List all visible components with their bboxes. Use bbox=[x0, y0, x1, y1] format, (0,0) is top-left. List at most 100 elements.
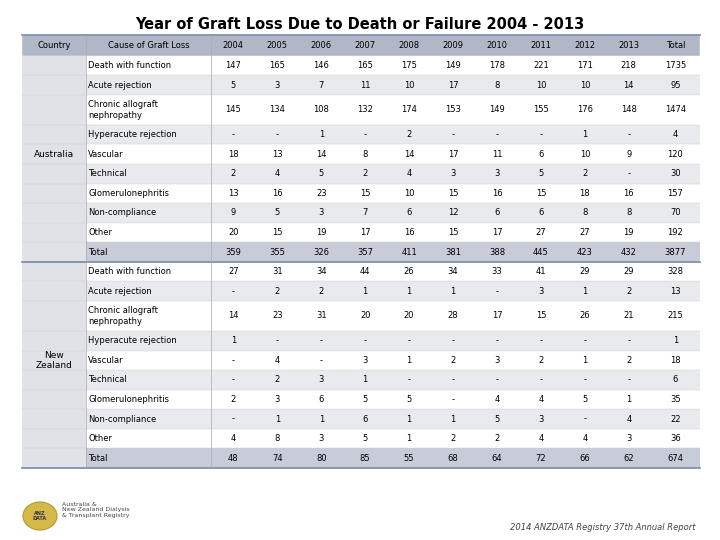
Text: 14: 14 bbox=[624, 80, 634, 90]
Text: -: - bbox=[364, 336, 366, 345]
Text: 4: 4 bbox=[407, 169, 412, 178]
Text: 3: 3 bbox=[495, 169, 500, 178]
Text: 176: 176 bbox=[577, 105, 593, 114]
Bar bbox=[86, 164, 700, 184]
Text: 2004: 2004 bbox=[223, 41, 244, 50]
Text: 34: 34 bbox=[448, 267, 459, 276]
Text: 16: 16 bbox=[624, 189, 634, 198]
Text: 153: 153 bbox=[445, 105, 461, 114]
Text: 10: 10 bbox=[404, 189, 414, 198]
Text: 157: 157 bbox=[667, 189, 683, 198]
Text: 64: 64 bbox=[492, 454, 503, 463]
Bar bbox=[22, 56, 86, 262]
Text: Technical: Technical bbox=[89, 169, 127, 178]
Text: 9: 9 bbox=[626, 150, 631, 159]
Text: 17: 17 bbox=[448, 80, 459, 90]
Text: -: - bbox=[364, 130, 366, 139]
Text: 2: 2 bbox=[626, 287, 631, 296]
Text: 6: 6 bbox=[539, 208, 544, 218]
Text: Non-compliance: Non-compliance bbox=[89, 415, 157, 423]
Text: 29: 29 bbox=[580, 267, 590, 276]
Text: Country: Country bbox=[37, 41, 71, 50]
Text: 6: 6 bbox=[672, 375, 678, 384]
Text: 95: 95 bbox=[670, 80, 680, 90]
Text: 1: 1 bbox=[582, 130, 588, 139]
Bar bbox=[86, 390, 700, 409]
Text: -: - bbox=[583, 336, 586, 345]
Text: -: - bbox=[539, 130, 542, 139]
Text: Glomerulonephritis: Glomerulonephritis bbox=[89, 189, 169, 198]
Text: 16: 16 bbox=[404, 228, 415, 237]
Text: 108: 108 bbox=[313, 105, 329, 114]
Text: 381: 381 bbox=[445, 247, 461, 256]
Text: 359: 359 bbox=[225, 247, 241, 256]
Text: 215: 215 bbox=[667, 312, 683, 320]
Text: 5: 5 bbox=[407, 395, 412, 404]
Text: 16: 16 bbox=[492, 189, 503, 198]
Text: 1: 1 bbox=[407, 434, 412, 443]
Text: 70: 70 bbox=[670, 208, 680, 218]
Text: 3: 3 bbox=[318, 208, 324, 218]
Text: -: - bbox=[495, 130, 498, 139]
Text: 41: 41 bbox=[536, 267, 546, 276]
Bar bbox=[86, 95, 700, 125]
Bar bbox=[86, 409, 700, 429]
Text: 3: 3 bbox=[274, 395, 280, 404]
Text: 31: 31 bbox=[316, 312, 327, 320]
Text: 74: 74 bbox=[272, 454, 283, 463]
Text: -: - bbox=[539, 336, 542, 345]
Text: 3: 3 bbox=[450, 169, 456, 178]
Text: 20: 20 bbox=[228, 228, 238, 237]
Text: -: - bbox=[232, 415, 235, 423]
Text: 1: 1 bbox=[363, 287, 368, 296]
Bar bbox=[86, 281, 700, 301]
Text: 80: 80 bbox=[316, 454, 327, 463]
Text: 2012: 2012 bbox=[575, 41, 595, 50]
Text: Vascular: Vascular bbox=[89, 356, 124, 365]
Text: 355: 355 bbox=[269, 247, 285, 256]
Text: 357: 357 bbox=[357, 247, 373, 256]
Text: 9: 9 bbox=[230, 208, 236, 218]
Text: 10: 10 bbox=[536, 80, 546, 90]
Text: -: - bbox=[451, 395, 454, 404]
Text: 134: 134 bbox=[269, 105, 285, 114]
Text: -: - bbox=[583, 415, 586, 423]
Text: 155: 155 bbox=[533, 105, 549, 114]
Text: 2: 2 bbox=[230, 395, 236, 404]
Text: 149: 149 bbox=[489, 105, 505, 114]
Text: 14: 14 bbox=[228, 312, 238, 320]
Bar bbox=[86, 222, 700, 242]
Text: 16: 16 bbox=[272, 189, 283, 198]
Text: 411: 411 bbox=[401, 247, 417, 256]
Text: -: - bbox=[232, 287, 235, 296]
Text: 72: 72 bbox=[536, 454, 546, 463]
Text: 145: 145 bbox=[225, 105, 241, 114]
Text: 20: 20 bbox=[404, 312, 414, 320]
Text: 27: 27 bbox=[228, 267, 238, 276]
Text: 4: 4 bbox=[495, 395, 500, 404]
Text: 2: 2 bbox=[230, 169, 236, 178]
Text: 5: 5 bbox=[495, 415, 500, 423]
Text: 3: 3 bbox=[539, 287, 544, 296]
Text: 178: 178 bbox=[489, 61, 505, 70]
Text: 18: 18 bbox=[670, 356, 680, 365]
Text: 5: 5 bbox=[230, 80, 236, 90]
Text: 20: 20 bbox=[360, 312, 370, 320]
Text: 2014 ANZDATA Registry 37th Annual Report: 2014 ANZDATA Registry 37th Annual Report bbox=[510, 523, 696, 532]
Text: 2: 2 bbox=[363, 169, 368, 178]
Text: 192: 192 bbox=[667, 228, 683, 237]
Text: 15: 15 bbox=[360, 189, 370, 198]
Bar bbox=[22, 262, 86, 468]
Text: 3: 3 bbox=[495, 356, 500, 365]
Text: 44: 44 bbox=[360, 267, 370, 276]
Text: -: - bbox=[495, 287, 498, 296]
Text: 5: 5 bbox=[319, 169, 324, 178]
Text: 432: 432 bbox=[621, 247, 636, 256]
Text: 2: 2 bbox=[539, 356, 544, 365]
Text: 18: 18 bbox=[580, 189, 590, 198]
Text: -: - bbox=[627, 375, 630, 384]
Text: Death with function: Death with function bbox=[89, 61, 171, 70]
Text: 4: 4 bbox=[582, 434, 588, 443]
Text: 1: 1 bbox=[319, 130, 324, 139]
Text: 165: 165 bbox=[269, 61, 285, 70]
